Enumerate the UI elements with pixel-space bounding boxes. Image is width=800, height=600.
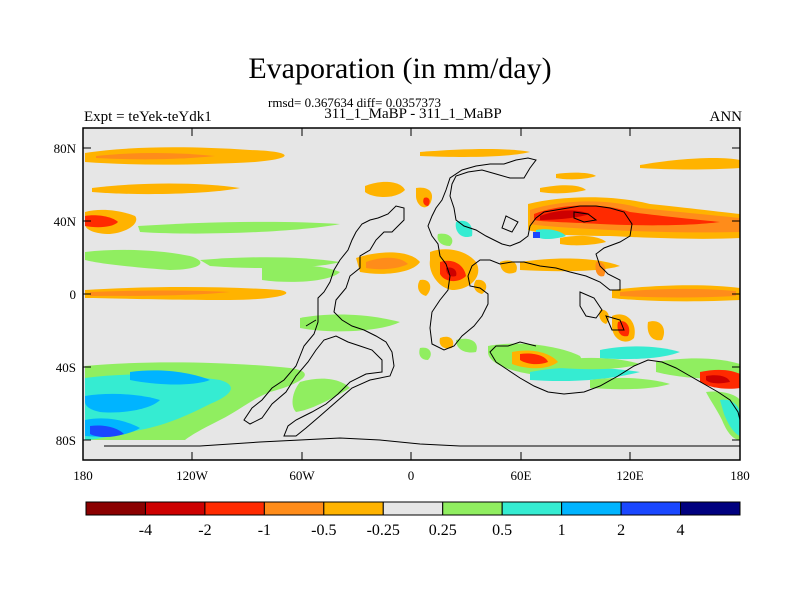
colorbar-swatch xyxy=(620,501,682,516)
coast-segment xyxy=(305,319,317,327)
coast-segment xyxy=(489,341,537,363)
colorbar-swatch xyxy=(85,501,146,516)
contour-shape xyxy=(437,233,453,246)
lon-tick-label: 0 xyxy=(408,468,415,483)
lon-tick-label: 60E xyxy=(511,468,532,483)
contour-shape xyxy=(595,261,606,277)
colorbar-label: 1 xyxy=(558,522,566,539)
contour-shape xyxy=(200,257,340,269)
map-title: Evaporation (in mm/day) xyxy=(248,52,552,85)
contour-shape xyxy=(520,353,548,365)
contour-shape xyxy=(85,393,160,413)
experiment-label: Expt = teYek-teYdk1 xyxy=(84,109,212,125)
latitude-axis: 80N 40N 0 40S 80S xyxy=(54,141,740,448)
contour-shape xyxy=(720,399,740,436)
colorbar-label: -0.25 xyxy=(367,522,400,539)
contour-shape xyxy=(138,221,340,234)
eurasia-africa-outline xyxy=(427,157,633,351)
contour-shape xyxy=(262,265,340,282)
contour-shape xyxy=(85,249,201,270)
colorbar: -4 -2 -1 -0.5 -0.25 0.25 0.5 1 2 4 xyxy=(85,501,741,539)
lat-tick-label: 80S xyxy=(56,433,76,448)
lat-tick-label: 40N xyxy=(54,214,77,229)
lon-tick-label: 120E xyxy=(616,468,644,483)
contour-shape xyxy=(556,172,596,180)
contour-shape xyxy=(365,181,405,197)
colorbar-label: 0.5 xyxy=(492,522,512,539)
colorbar-label: -1 xyxy=(258,522,271,539)
contour-shape xyxy=(419,347,431,360)
contour-shape xyxy=(530,367,640,382)
continent-outlines xyxy=(104,157,741,447)
contour-shape xyxy=(92,183,240,195)
longitude-axis: 180 120W 60W 0 60E 120E 180 xyxy=(73,128,750,483)
contour-shape xyxy=(520,258,620,272)
contour-shape xyxy=(366,257,408,270)
season-label: ANN xyxy=(709,109,743,125)
colorbar-swatch xyxy=(442,501,503,516)
coast-segment xyxy=(573,211,598,223)
colorbar-label: -4 xyxy=(139,522,152,539)
contour-shape xyxy=(455,220,473,238)
contour-shape xyxy=(420,149,530,157)
lat-tick-label: 80N xyxy=(54,141,77,156)
contour-shape xyxy=(418,279,431,296)
colorbar-swatch xyxy=(263,501,325,516)
contour-shape xyxy=(446,267,457,277)
contour-shape xyxy=(599,309,609,324)
contour-shape xyxy=(85,215,118,228)
anomaly-contours xyxy=(85,147,740,440)
contour-shape xyxy=(560,235,606,246)
colorbar-swatch xyxy=(204,501,265,516)
colorbar-label: 2 xyxy=(617,522,625,539)
lon-tick-label: 180 xyxy=(73,468,93,483)
contour-shape xyxy=(640,157,740,170)
lon-tick-label: 120W xyxy=(176,468,209,483)
stats-line: rmsd= 0.367634 diff= 0.0357373 xyxy=(268,95,441,110)
southern-outline xyxy=(104,359,741,447)
island-outline xyxy=(579,291,603,319)
colorbar-label: -2 xyxy=(198,522,211,539)
coast-segment xyxy=(501,215,519,233)
contour-shape xyxy=(96,153,215,160)
colorbar-label: 0.25 xyxy=(429,522,457,539)
americas-outline xyxy=(243,205,405,437)
colorbar-label: -0.5 xyxy=(311,522,336,539)
colorbar-swatch xyxy=(680,501,741,516)
contour-shape xyxy=(90,425,124,437)
colorbar-swatch xyxy=(382,501,444,516)
contour-shape xyxy=(560,357,640,370)
lon-tick-label: 180 xyxy=(730,468,750,483)
contour-shape xyxy=(300,314,400,332)
contour-shape xyxy=(647,321,665,341)
lat-tick-label: 40S xyxy=(56,360,76,375)
contour-shape xyxy=(130,370,210,385)
lon-tick-label: 60W xyxy=(289,468,315,483)
contour-shape xyxy=(533,232,540,238)
colorbar-swatch xyxy=(561,501,622,516)
contour-shape xyxy=(540,185,586,194)
contour-shape xyxy=(439,336,454,349)
contour-shape xyxy=(456,338,477,353)
contour-shape xyxy=(536,229,566,239)
contour-shape xyxy=(706,375,730,384)
colorbar-swatch xyxy=(501,501,563,516)
colorbar-swatch xyxy=(144,501,206,516)
contour-shape xyxy=(600,346,680,360)
contour-shape xyxy=(423,197,430,206)
colorbar-label: 4 xyxy=(677,522,685,539)
colorbar-swatch xyxy=(323,501,384,516)
contour-shape xyxy=(90,290,230,296)
contour-shape xyxy=(620,288,736,298)
island-outline xyxy=(605,315,625,331)
lat-tick-label: 0 xyxy=(70,287,77,302)
contour-shape xyxy=(292,378,350,412)
case-subtitle: 311_1_MaBP - 311_1_MaBP xyxy=(324,106,502,122)
